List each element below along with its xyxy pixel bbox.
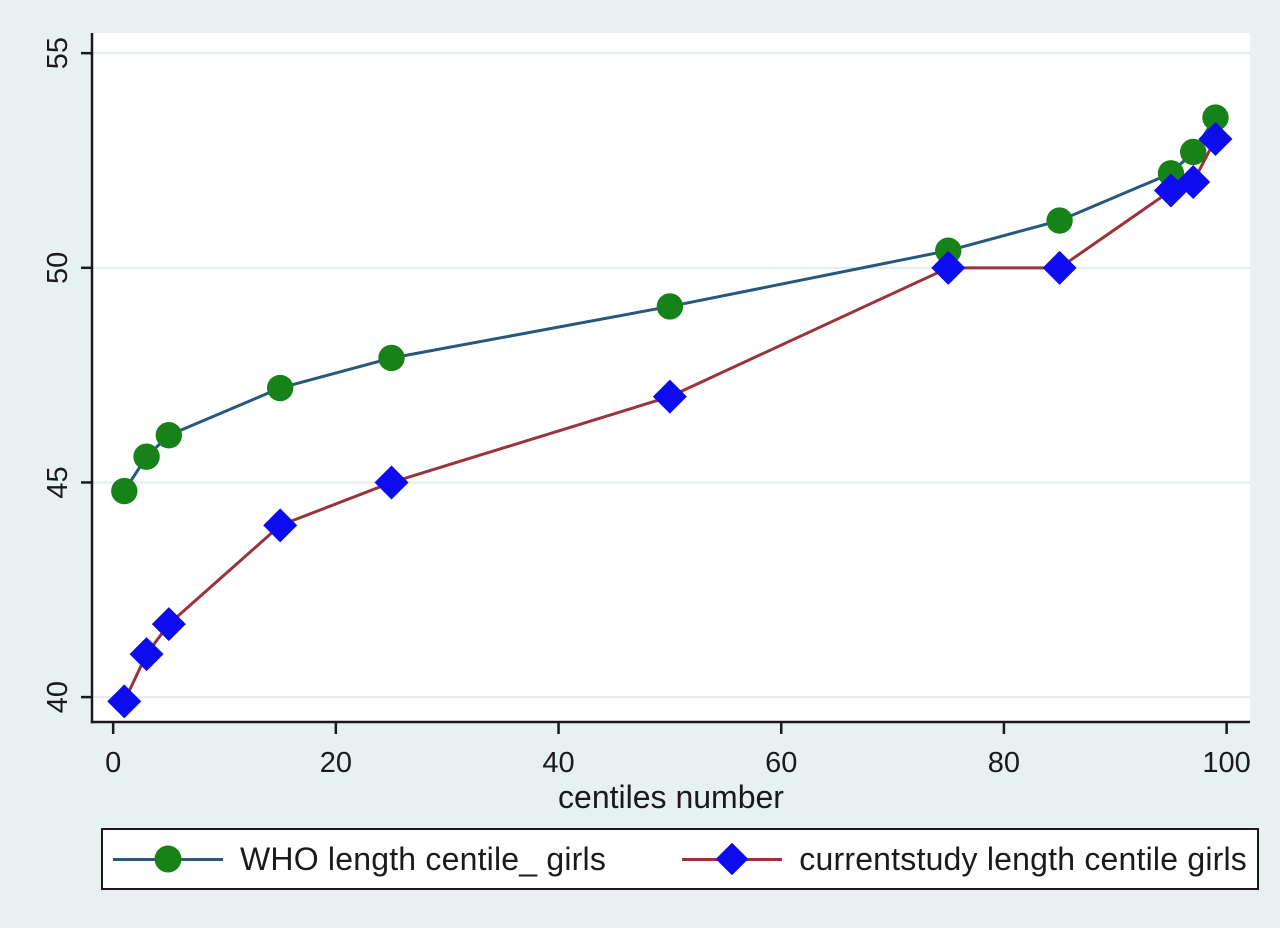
x-tick-label: 80 — [988, 747, 1020, 779]
data-point-circle — [111, 477, 138, 505]
chart-legend: WHO length centile_ girls currentstudy l… — [101, 828, 1259, 890]
data-point-circle — [935, 237, 962, 264]
data-point-diamond — [931, 250, 966, 285]
diamond-marker-icon — [716, 842, 749, 876]
axes — [90, 33, 1250, 724]
data-point-circle — [656, 293, 684, 320]
legend-sample-currentstudy — [682, 842, 783, 876]
data-point-diamond — [1042, 250, 1077, 285]
x-tick-label: 0 — [105, 747, 121, 779]
series-0 — [111, 104, 1229, 505]
data-point-circle — [1046, 207, 1073, 234]
gridlines — [92, 52, 1250, 699]
figure-bottom-strip — [0, 928, 1280, 933]
data-point-circle — [133, 443, 160, 470]
x-axis-title: centiles number — [558, 779, 784, 815]
x-tick-label: 20 — [320, 747, 352, 779]
data-point-diamond — [151, 607, 186, 642]
data-point-circle — [378, 344, 405, 372]
y-tick-label: 55 — [42, 37, 74, 69]
data-point-diamond — [107, 684, 142, 719]
data-point-diamond — [1176, 164, 1211, 199]
legend-label-who: WHO length centile_ girls — [240, 840, 607, 877]
legend-item-currentstudy: currentstudy length centile girls — [682, 841, 1247, 878]
y-tick-label: 40 — [42, 681, 74, 713]
plot-area — [92, 33, 1250, 722]
data-point-diamond — [374, 465, 409, 500]
legend-label-currentstudy: currentstudy length centile girls — [799, 840, 1247, 877]
x-tick-label: 40 — [542, 747, 574, 779]
data-point-diamond — [1198, 122, 1233, 157]
circle-marker-icon — [154, 845, 182, 873]
data-point-diamond — [263, 508, 298, 543]
tick-labels: 40 45 50 55 0 20 40 60 80 100 — [42, 37, 1251, 779]
x-tick-label: 60 — [765, 747, 797, 779]
data-point-diamond — [129, 637, 164, 672]
y-tick-label: 50 — [42, 252, 74, 284]
legend-item-who: WHO length centile_ girls — [113, 841, 606, 878]
centiles-line-chart: 40 45 50 55 0 20 40 60 80 100 centiles number — [42, 33, 1251, 815]
y-tick-label: 45 — [42, 466, 74, 498]
data-point-circle — [266, 374, 294, 402]
data-point-circle — [1202, 104, 1229, 131]
data-point-circle — [1157, 160, 1185, 187]
data-point-diamond — [652, 379, 687, 414]
x-tick-label: 100 — [1202, 747, 1250, 779]
tick-marks — [81, 51, 1228, 734]
data-point-circle — [155, 422, 183, 449]
legend-sample-who — [113, 842, 223, 876]
data-point-circle — [1180, 138, 1207, 166]
series-1 — [107, 122, 1233, 719]
